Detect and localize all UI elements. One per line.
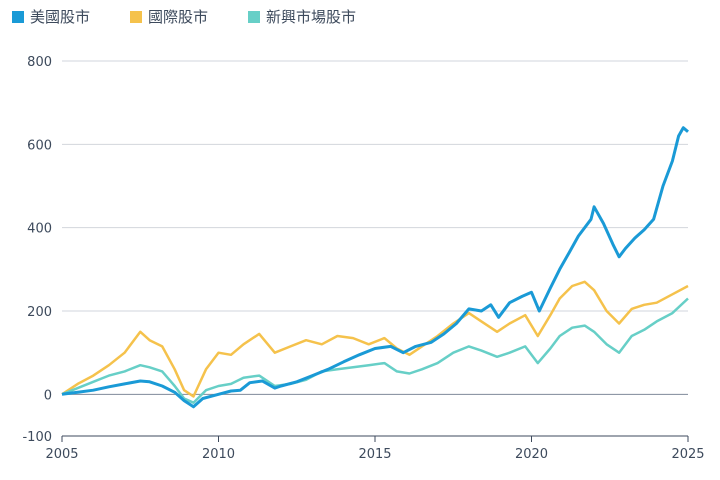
- us-stocks-line: [61, 126, 689, 409]
- y-tick-label: 600: [27, 138, 52, 153]
- y-tick-label: 0: [44, 388, 52, 403]
- legend-swatch-intl: [130, 10, 143, 23]
- legend-item-intl: 國際股市: [130, 6, 208, 27]
- y-tick-label: -100: [22, 430, 52, 445]
- international-stocks-line: [61, 280, 689, 398]
- x-tick-label: 2020: [515, 447, 548, 462]
- legend-label-us: 美國股市: [30, 8, 91, 26]
- emerging-markets-line: [61, 297, 689, 404]
- legend-label-intl: 國際股市: [148, 8, 209, 26]
- legend-swatch-us: [12, 10, 24, 23]
- x-axis: 2005 2010 2015 2020 2025: [45, 435, 705, 462]
- x-tick-label: 2025: [671, 447, 704, 462]
- legend-item-us: 美國股市: [12, 6, 90, 27]
- series-lines: [61, 126, 689, 409]
- y-axis: -100 0 200 400 600 800: [22, 55, 52, 445]
- y-tick-label: 200: [27, 305, 52, 320]
- legend-item-em: 新興市場股市: [248, 6, 356, 27]
- legend: 美國股市 國際股市 新興市場股市: [12, 6, 356, 27]
- legend-swatch-em: [248, 10, 261, 23]
- y-tick-label: 400: [27, 222, 52, 237]
- x-tick-label: 2015: [358, 447, 391, 462]
- x-tick-label: 2005: [45, 447, 78, 462]
- y-tick-label: 800: [27, 55, 52, 70]
- legend-label-em: 新興市場股市: [266, 8, 357, 26]
- x-tick-label: 2010: [202, 447, 235, 462]
